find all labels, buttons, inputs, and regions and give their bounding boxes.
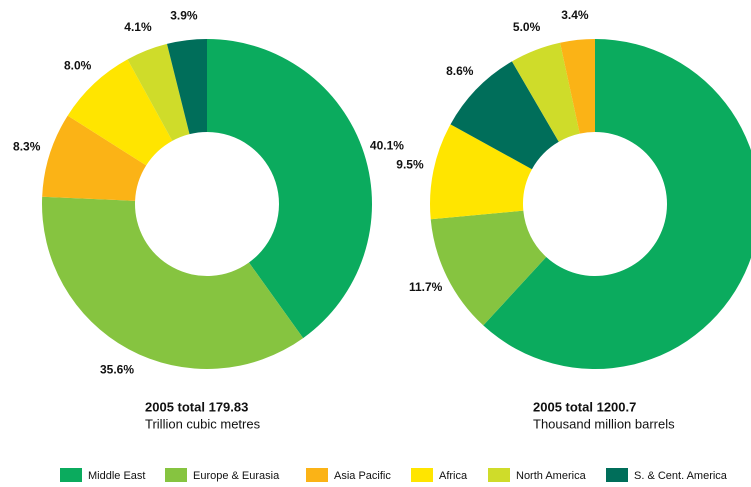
slice [42, 196, 304, 369]
legend-swatch [411, 468, 433, 482]
value-label: 3.4% [561, 8, 589, 22]
value-label: 8.6% [446, 64, 474, 78]
slice [67, 59, 173, 166]
slice [430, 124, 532, 220]
legend-swatch [606, 468, 628, 482]
slice [483, 39, 751, 369]
slice [450, 61, 559, 170]
value-label: 9.5% [396, 158, 424, 172]
legend-swatch [60, 468, 82, 482]
chart-title: 2005 total 1200.7 [533, 399, 636, 414]
legend-label: Asia Pacific [334, 470, 391, 482]
slice [127, 43, 190, 141]
slice [42, 115, 147, 201]
legend-label: Africa [439, 470, 468, 482]
slice [207, 39, 372, 339]
value-label: 35.6% [100, 362, 134, 376]
value-label: 11.7% [409, 280, 443, 294]
chart-title: 2005 total 179.83 [145, 399, 248, 414]
legend-swatch [306, 468, 328, 482]
chart-subtitle: Thousand million barrels [533, 416, 675, 431]
legend-label: Middle East [88, 470, 145, 482]
legend-swatch [488, 468, 510, 482]
chart-subtitle: Trillion cubic metres [145, 416, 261, 431]
slice [560, 39, 595, 134]
legend-label: S. & Cent. America [634, 470, 728, 482]
slice [511, 42, 580, 142]
value-label: 4.1% [124, 20, 152, 34]
legend-swatch [165, 468, 187, 482]
slice [166, 39, 207, 135]
slice [430, 210, 547, 326]
value-label: 3.9% [170, 9, 198, 23]
legend-label: Europe & Eurasia [193, 470, 280, 482]
value-label: 5.0% [513, 20, 541, 34]
value-label: 8.3% [13, 139, 41, 153]
legend-label: North America [516, 470, 587, 482]
value-label: 40.1% [370, 138, 404, 152]
value-label: 8.0% [64, 58, 92, 72]
